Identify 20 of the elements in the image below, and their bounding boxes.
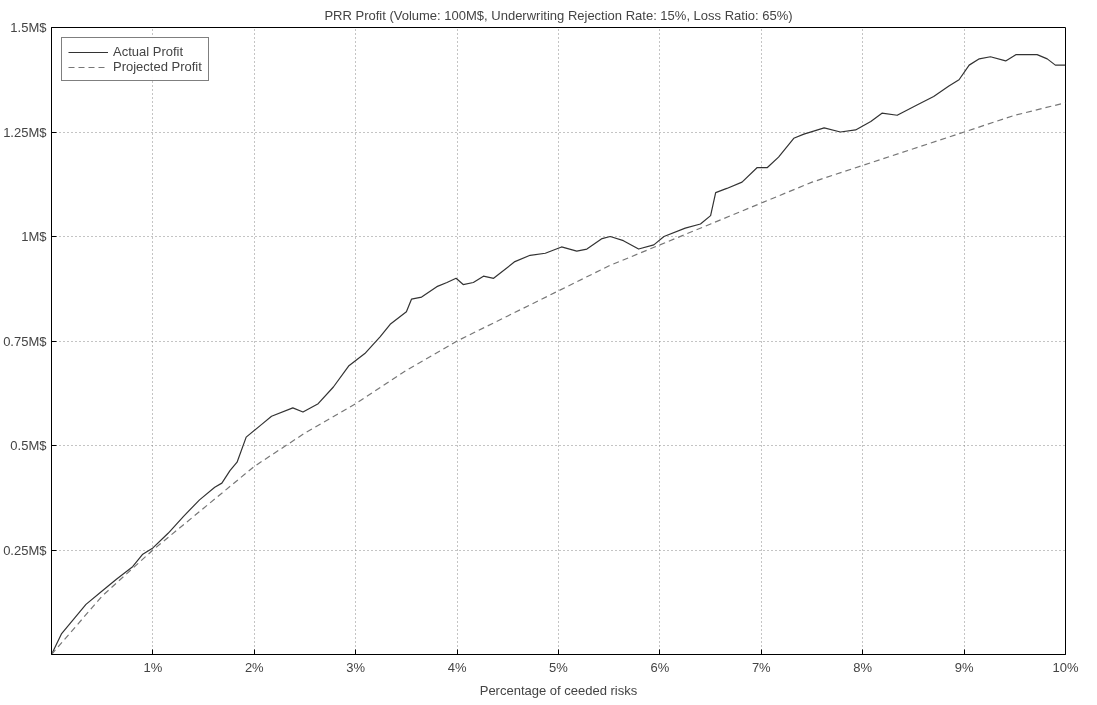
x-axis-title: Percentage of ceeded risks <box>479 682 638 698</box>
x-tick-label: 4% <box>447 659 467 675</box>
x-tick-label: 9% <box>954 659 974 675</box>
x-tick-label: 8% <box>853 659 873 675</box>
x-tick-label: 3% <box>346 659 366 675</box>
y-tick-label: 1M$ <box>21 229 48 244</box>
y-tick-label: 0.5M$ <box>10 438 48 453</box>
legend-label: Actual Profit <box>113 44 184 59</box>
y-tick-label: 0.25M$ <box>3 542 48 558</box>
legend-label: Projected Profit <box>113 59 202 74</box>
x-tick-label: 10% <box>1052 659 1079 675</box>
x-tick-label: 7% <box>751 659 772 675</box>
y-tick-label: 0.75M$ <box>3 333 48 349</box>
y-tick-label: 1.5M$ <box>10 20 48 35</box>
x-tick-label: 2% <box>244 659 265 675</box>
x-tick-label: 1% <box>143 659 163 675</box>
x-tick-label: 6% <box>650 659 670 675</box>
chart-title: PRR Profit (Volume: 100M$, Underwriting Rejection Rate: 15%, Loss Ratio: 65%) <box>324 7 793 23</box>
y-tick-label: 1.25M$ <box>3 124 48 140</box>
x-tick-label: 5% <box>549 659 569 675</box>
